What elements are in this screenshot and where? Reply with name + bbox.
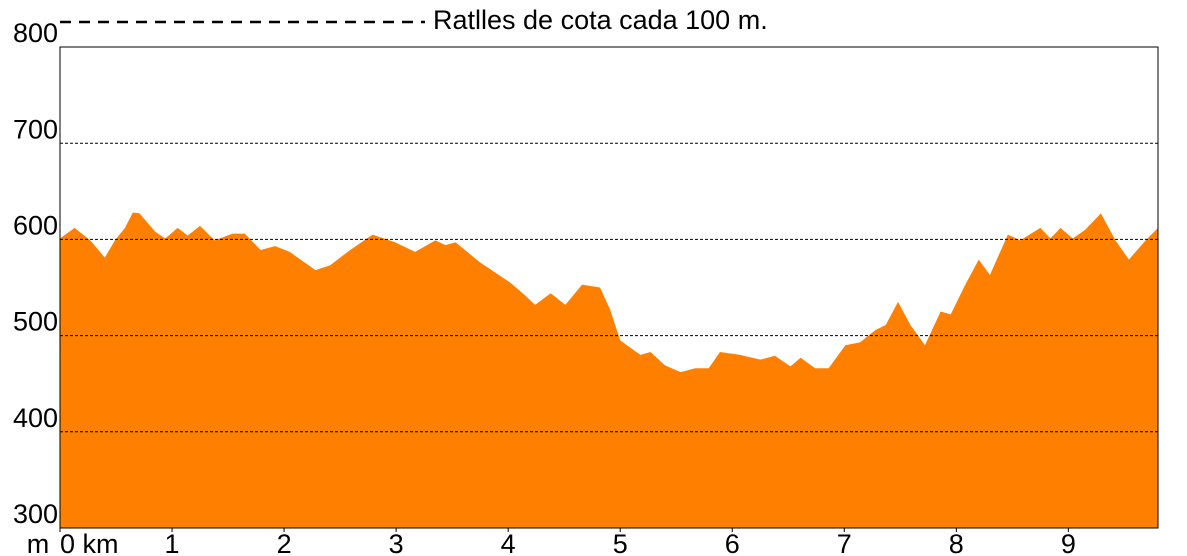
x-tick-label: 7 bbox=[837, 529, 852, 556]
elevation-area bbox=[60, 212, 1158, 529]
y-tick-label: 700 bbox=[13, 114, 58, 144]
y-tick-label: 300 bbox=[13, 499, 58, 529]
y-tick-label: 400 bbox=[13, 403, 58, 433]
x-tick-label: 2 bbox=[277, 529, 292, 556]
plot-frame bbox=[59, 46, 1159, 529]
chart-title: Ratlles de cota cada 100 m. bbox=[433, 5, 768, 35]
x-tick-label: 9 bbox=[1061, 529, 1076, 556]
y-unit-label: m bbox=[27, 529, 50, 556]
x-tick-label: 1 bbox=[165, 529, 180, 556]
x-tick-label: 8 bbox=[949, 529, 964, 556]
y-tick-label: 500 bbox=[13, 307, 58, 337]
y-tick-label: 800 bbox=[13, 18, 58, 48]
x-tick-label: 0 km bbox=[60, 529, 119, 556]
x-tick-label: 6 bbox=[725, 529, 740, 556]
x-tick-label: 4 bbox=[501, 529, 516, 556]
x-tick-label: 3 bbox=[389, 529, 404, 556]
x-tick-label: 5 bbox=[613, 529, 628, 556]
y-tick-label: 600 bbox=[13, 211, 58, 241]
